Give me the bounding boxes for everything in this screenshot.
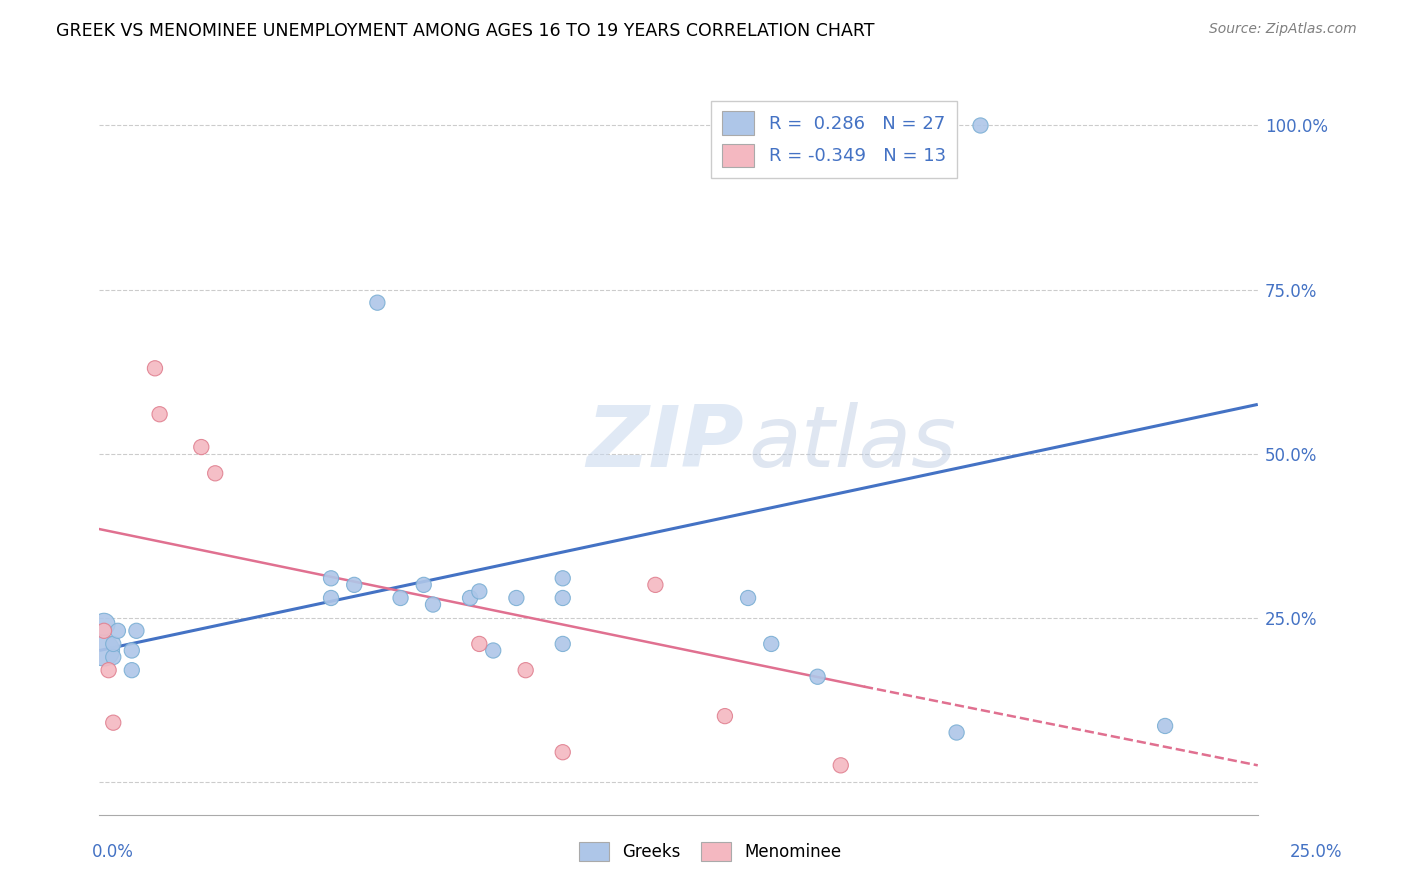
Point <box>830 758 852 772</box>
Point <box>107 624 129 638</box>
Point <box>93 617 115 632</box>
Point <box>551 571 574 585</box>
Point <box>204 467 226 481</box>
Point <box>945 725 967 739</box>
Point <box>714 709 737 723</box>
Point <box>468 584 491 599</box>
Point <box>551 637 574 651</box>
Point <box>97 663 120 677</box>
Point <box>737 591 759 605</box>
Legend: R =  0.286   N = 27, R = -0.349   N = 13: R = 0.286 N = 27, R = -0.349 N = 13 <box>711 101 956 178</box>
Text: Source: ZipAtlas.com: Source: ZipAtlas.com <box>1209 22 1357 37</box>
Point <box>482 643 505 657</box>
Point <box>366 295 388 310</box>
Point <box>761 637 783 651</box>
Point <box>515 663 537 677</box>
Point <box>1154 719 1177 733</box>
Text: 25.0%: 25.0% <box>1291 843 1343 861</box>
Point <box>551 591 574 605</box>
Point <box>806 670 828 684</box>
Point <box>969 119 991 133</box>
Point <box>190 440 212 454</box>
Text: atlas: atlas <box>748 402 956 485</box>
Point <box>319 591 342 605</box>
Point <box>125 624 148 638</box>
Point <box>121 643 143 657</box>
Point <box>121 663 143 677</box>
Point <box>343 578 366 592</box>
Point <box>412 578 434 592</box>
Point <box>505 591 527 605</box>
Point <box>103 715 125 730</box>
Point <box>422 598 444 612</box>
Point <box>93 643 115 657</box>
Point <box>93 624 115 638</box>
Point <box>551 745 574 759</box>
Point <box>389 591 412 605</box>
Point <box>103 637 125 651</box>
Point <box>149 407 172 421</box>
Text: 0.0%: 0.0% <box>91 843 134 861</box>
Point <box>458 591 481 605</box>
Point <box>103 650 125 665</box>
Text: GREEK VS MENOMINEE UNEMPLOYMENT AMONG AGES 16 TO 19 YEARS CORRELATION CHART: GREEK VS MENOMINEE UNEMPLOYMENT AMONG AG… <box>56 22 875 40</box>
Point <box>319 571 342 585</box>
Point <box>143 361 166 376</box>
Point <box>468 637 491 651</box>
Point <box>737 119 759 133</box>
Text: ZIP: ZIP <box>586 402 744 485</box>
Point <box>644 578 666 592</box>
Legend: Greeks, Menominee: Greeks, Menominee <box>572 835 848 868</box>
